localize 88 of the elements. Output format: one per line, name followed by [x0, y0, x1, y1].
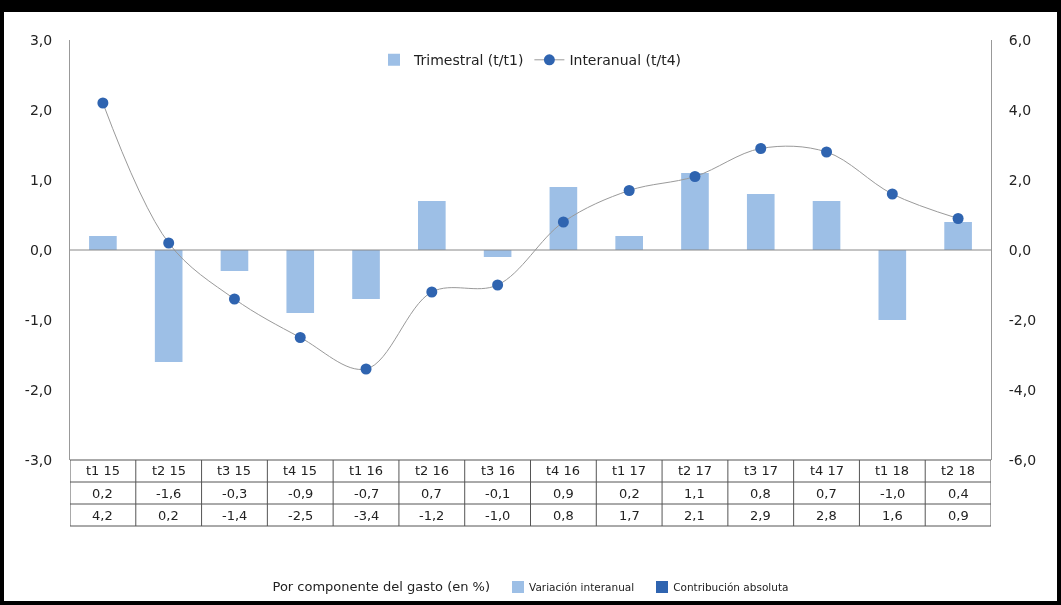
data-label: 0,8	[750, 486, 771, 501]
data-label: -3,4	[354, 508, 380, 523]
x-tick-label: t2 18	[941, 463, 976, 478]
x-tick-label: t2 16	[415, 463, 450, 478]
data-label: 1,7	[619, 508, 640, 523]
bar	[352, 250, 380, 299]
data-label: 4,2	[92, 508, 113, 523]
data-label: 1,6	[882, 508, 903, 523]
data-label: -1,0	[485, 508, 511, 523]
x-tick-label: t4 15	[283, 463, 318, 478]
x-tick-label: t2 15	[152, 463, 187, 478]
y-tick-label: -2,0	[24, 381, 53, 398]
point	[492, 279, 504, 291]
point	[886, 188, 898, 200]
data-label: -2,5	[288, 508, 314, 523]
data-label: 0,4	[948, 486, 969, 501]
bar	[549, 187, 578, 250]
data-label: 0,2	[158, 508, 179, 523]
point	[755, 143, 767, 154]
point	[952, 213, 964, 224]
y2-tick-label: 0,0	[1008, 241, 1032, 258]
x-tick-label: t2 17	[678, 463, 713, 478]
y2-tick-label: 4,0	[1008, 101, 1032, 118]
data-label: -1,4	[222, 508, 248, 523]
text: Por componente del gasto (en %)	[272, 579, 491, 594]
bar	[89, 236, 117, 250]
bar	[220, 250, 249, 271]
data-label: -1,6	[156, 486, 182, 501]
data-label: 0,7	[816, 486, 837, 501]
data-label: -0,3	[222, 486, 248, 501]
point	[228, 293, 240, 305]
y2-tick-label: -6,0	[1008, 451, 1037, 468]
point	[689, 171, 701, 182]
y-tick-label: 0,0	[29, 241, 53, 258]
bar	[944, 222, 972, 250]
data-label: 0,2	[92, 486, 113, 501]
data-label: 0,9	[553, 486, 574, 501]
legend-label: Interanual (t/t4)	[569, 52, 682, 69]
bar	[615, 236, 643, 250]
y-tick-label: -3,0	[24, 451, 53, 468]
text: Variación interanual	[529, 580, 635, 593]
point	[426, 286, 438, 298]
point	[360, 363, 372, 375]
y2-tick-label: 2,0	[1008, 171, 1032, 188]
data-label: 0,8	[553, 508, 574, 523]
bar	[746, 194, 775, 250]
bar	[154, 250, 183, 362]
data-label: 2,9	[750, 508, 771, 523]
y2-tick-label: 6,0	[1008, 31, 1032, 48]
x-tick-label: t1 15	[86, 463, 121, 478]
data-label: -0,1	[485, 486, 511, 501]
data-label: 2,8	[816, 508, 837, 523]
y-tick-label: 2,0	[29, 101, 53, 118]
data-label: 1,1	[684, 486, 705, 501]
point	[557, 216, 569, 228]
y2-tick-label: -2,0	[1008, 311, 1037, 328]
x-tick-label: t1 17	[612, 463, 647, 478]
data-label: 0,9	[948, 508, 969, 523]
y-tick-label: 1,0	[29, 171, 53, 188]
bar	[286, 250, 315, 313]
bar	[418, 201, 446, 250]
x-tick-label: t1 18	[875, 463, 910, 478]
bar	[878, 250, 907, 320]
data-label: 0,2	[619, 486, 640, 501]
point	[163, 237, 175, 249]
point	[97, 97, 109, 109]
point	[623, 185, 635, 196]
data-label: 2,1	[684, 508, 705, 523]
text: Contribución absoluta	[673, 580, 789, 593]
data-label: -0,9	[288, 486, 314, 501]
legend-label: Trimestral (t/t1)	[413, 52, 524, 69]
y2-tick-label: -4,0	[1008, 381, 1037, 398]
x-tick-label: t4 16	[546, 463, 581, 478]
x-tick-label: t1 16	[349, 463, 384, 478]
x-tick-label: t4 17	[810, 463, 845, 478]
bar	[681, 173, 709, 250]
data-label: -1,0	[880, 486, 906, 501]
data-label: 0,7	[421, 486, 442, 501]
data-label: -1,2	[419, 508, 445, 523]
point	[821, 146, 833, 158]
bar	[812, 201, 841, 250]
y-tick-label: 3,0	[29, 31, 53, 48]
x-tick-label: t3 17	[744, 463, 779, 478]
x-tick-label: t3 15	[217, 463, 252, 478]
y-tick-label: -1,0	[24, 311, 53, 328]
data-label: -0,7	[354, 486, 380, 501]
x-tick-label: t3 16	[481, 463, 516, 478]
point	[294, 332, 306, 343]
